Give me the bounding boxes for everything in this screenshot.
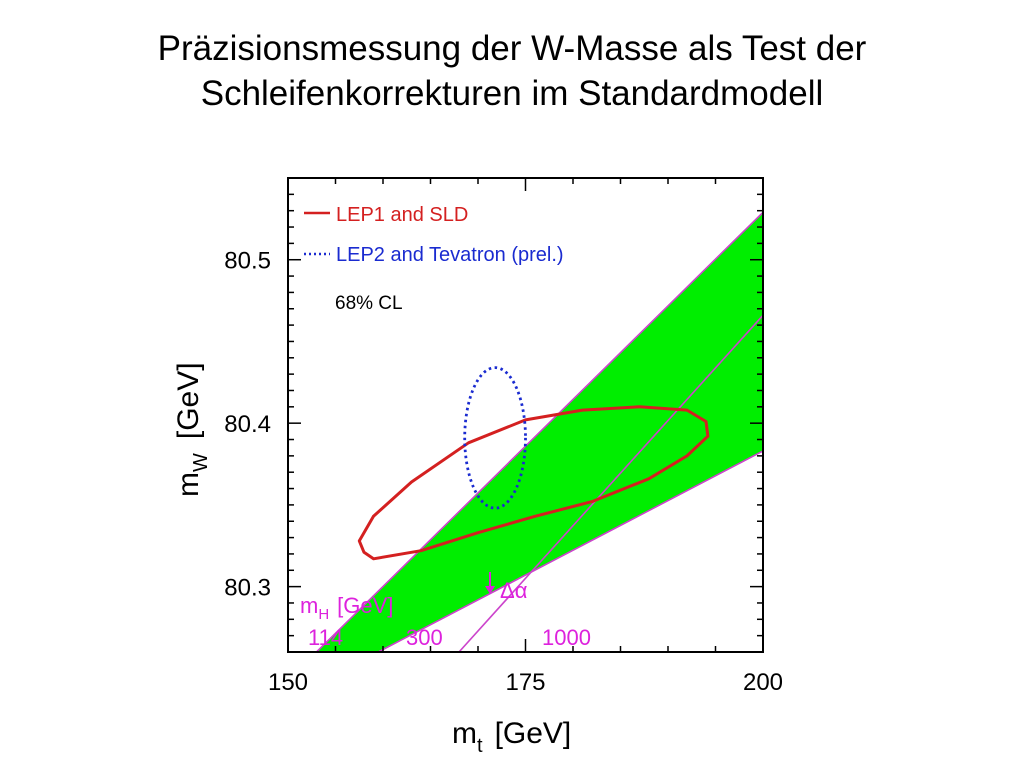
slide-title-line1: Präzisionsmessung der W-Masse als Test d… — [157, 29, 867, 68]
delta-alpha-arrowhead — [485, 586, 495, 594]
band-edge-upper — [315, 211, 763, 652]
x-tick-label: 175 — [505, 669, 545, 696]
y-axis-label-group: mW [GeV] — [172, 362, 212, 497]
higgs-band-layer — [315, 211, 763, 652]
higgs-mass-label-sub: H — [318, 606, 329, 623]
y-tick-label: 80.5 — [224, 248, 271, 275]
slide-title: Präzisionsmessung der W-Masse als Test d… — [0, 26, 1024, 116]
y-axis-label-sub: W — [190, 453, 212, 472]
legend-label-lep2: LEP2 and Tevatron (prel.) — [336, 244, 564, 266]
x-axis-label-main: m — [452, 717, 477, 750]
x-axis-label: mt [GeV] — [452, 717, 571, 757]
confidence-level-label: 68% CL — [335, 293, 403, 314]
y-axis-label-main: m — [172, 472, 205, 497]
delta-alpha-label: Δα — [500, 578, 528, 603]
band-line-300 — [458, 314, 763, 652]
contour-layer — [357, 366, 710, 561]
y-axis-label: mW [GeV] — [172, 362, 212, 497]
higgs-mass-300: 300 — [406, 625, 443, 650]
x-tick-label: 200 — [743, 669, 783, 696]
higgs-mass-label-main: m — [300, 593, 318, 618]
higgs-mass-label: mH [GeV] — [300, 593, 393, 623]
higgs-mass-114: 114 — [308, 625, 343, 650]
y-tick-label: 80.4 — [224, 411, 271, 438]
slide-title-line2: Schleifenkorrekturen im Standardmodell — [200, 74, 824, 113]
higgs-mass-label-unit: [GeV] — [337, 593, 393, 618]
axis-ticks: 150 175 200 80.3 80.4 80.5 — [224, 178, 783, 696]
x-tick-label: 150 — [268, 669, 308, 696]
lep1-sld-contour — [357, 405, 710, 561]
lep2-tevatron-contour — [463, 366, 527, 510]
y-axis-label-unit: [GeV] — [172, 362, 205, 439]
band-edge-lower — [377, 450, 763, 652]
higgs-mass-1000: 1000 — [542, 625, 591, 650]
legend-label-lep1: LEP1 and SLD — [336, 204, 468, 226]
x-axis-label-unit: [GeV] — [495, 717, 572, 750]
y-tick-label: 80.3 — [224, 575, 271, 602]
x-axis-label-sub: t — [477, 735, 483, 757]
